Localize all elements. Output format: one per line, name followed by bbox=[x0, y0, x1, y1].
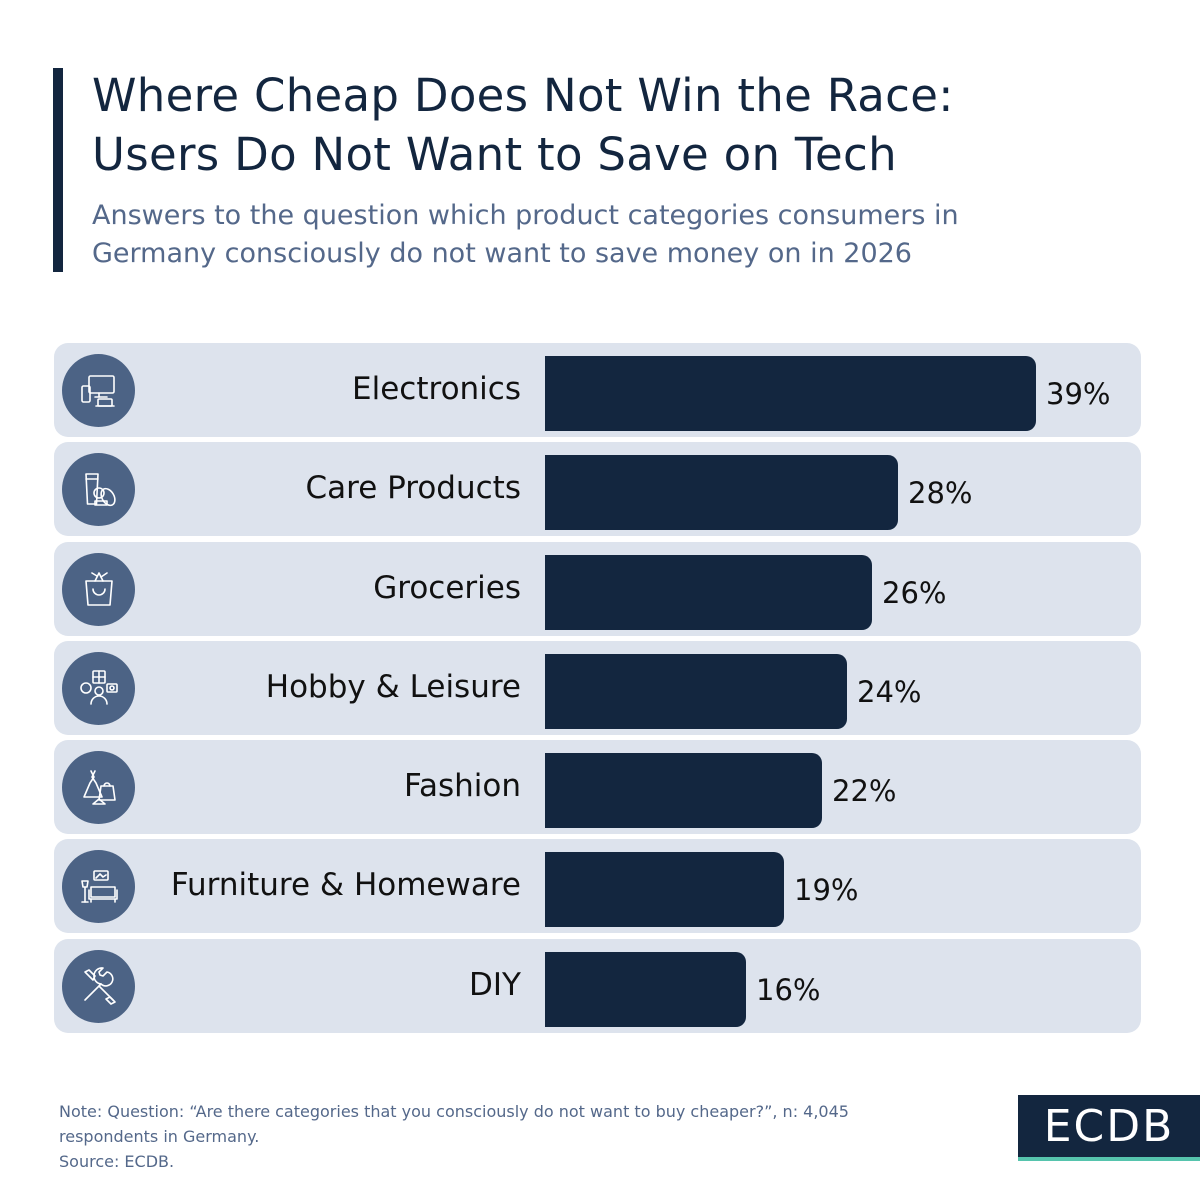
footnote-line-1: Note: Question: “Are there categories th… bbox=[59, 1102, 849, 1121]
furniture-icon bbox=[62, 850, 135, 924]
chart-title: Where Cheap Does Not Win the Race: Users… bbox=[92, 66, 1172, 184]
category-label: DIY bbox=[469, 966, 521, 1003]
category-label: Electronics bbox=[352, 371, 521, 407]
bar-value-label: 24% bbox=[857, 674, 922, 709]
diy-tools-icon bbox=[62, 949, 135, 1023]
bar-fashion bbox=[545, 753, 822, 829]
bar-value-label: 39% bbox=[1046, 377, 1111, 411]
ecdb-logo-text: ECDB bbox=[1043, 1100, 1175, 1152]
bar-furniture-and-homeware bbox=[545, 852, 784, 928]
hobby-leisure-icon bbox=[62, 651, 135, 725]
bar-value-label: 16% bbox=[756, 972, 821, 1007]
chart-subtitle-line-1: Answers to the question which product ca… bbox=[92, 200, 959, 231]
bar-value-label: 22% bbox=[832, 774, 897, 809]
chart-row-care-products: Care Products 28% bbox=[54, 442, 1141, 537]
bar-electronics bbox=[545, 356, 1036, 431]
bar-value-label: 19% bbox=[794, 873, 859, 908]
bar-hobby-and-leisure bbox=[545, 653, 847, 729]
chart-row-furniture-and-homeware: Furniture & Homeware 19% bbox=[54, 839, 1141, 934]
chart-title-line-2: Users Do Not Want to Save on Tech bbox=[92, 128, 897, 181]
bar-groceries bbox=[545, 554, 872, 630]
title-accent-bar bbox=[53, 68, 63, 272]
bar-value-label: 26% bbox=[882, 575, 947, 610]
bar-value-label: 28% bbox=[908, 476, 973, 511]
chart-title-line-1: Where Cheap Does Not Win the Race: bbox=[92, 69, 954, 122]
footnote: Note: Question: “Are there categories th… bbox=[59, 1099, 959, 1174]
category-label: Care Products bbox=[305, 470, 522, 507]
fashion-icon bbox=[62, 751, 135, 825]
chart-row-diy: DIY 16% bbox=[54, 938, 1141, 1033]
chart-row-hobby-and-leisure: Hobby & Leisure 24% bbox=[54, 640, 1141, 735]
bar-chart: Electronics 39% Care Products 28% Groceries 2… bbox=[54, 343, 1141, 1038]
chart-row-fashion: Fashion 22% bbox=[54, 740, 1141, 835]
chart-subtitle: Answers to the question which product ca… bbox=[92, 197, 1152, 273]
category-label: Groceries bbox=[373, 569, 521, 606]
chart-subtitle-line-2: Germany consciously do not want to save … bbox=[92, 238, 912, 269]
electronics-icon bbox=[62, 354, 135, 427]
chart-row-groceries: Groceries 26% bbox=[54, 541, 1141, 636]
bar-care-products bbox=[545, 455, 898, 531]
chart-row-electronics: Electronics 39% bbox=[54, 343, 1141, 437]
category-label: Furniture & Homeware bbox=[170, 867, 521, 904]
care-products-icon bbox=[62, 453, 135, 527]
bar-diy bbox=[545, 951, 746, 1027]
category-label: Hobby & Leisure bbox=[265, 668, 521, 705]
groceries-icon bbox=[62, 552, 135, 626]
category-label: Fashion bbox=[403, 768, 521, 805]
footnote-line-2: respondents in Germany. bbox=[59, 1127, 260, 1146]
ecdb-logo: ECDB bbox=[1018, 1095, 1200, 1161]
source-note: Source: ECDB. bbox=[59, 1152, 175, 1171]
